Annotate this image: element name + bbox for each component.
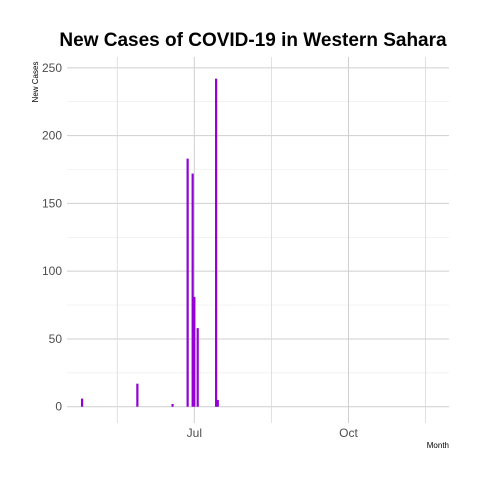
x-axis-label: Month	[427, 441, 449, 450]
bar	[196, 328, 199, 407]
x-tick-labels: Jul Oct	[187, 426, 359, 440]
x-tick-label: Oct	[339, 426, 358, 440]
y-tick-label: 250	[42, 61, 62, 75]
bar	[171, 404, 174, 407]
bar	[80, 398, 84, 407]
y-axis-label: New Cases	[31, 62, 40, 103]
bar	[191, 173, 194, 407]
y-tick-label: 100	[42, 264, 62, 278]
bar	[193, 296, 196, 407]
bar	[186, 158, 189, 407]
y-tick-label: 200	[42, 129, 62, 143]
chart-title: New Cases of COVID-19 in Western Sahara	[59, 30, 447, 51]
y-tick-label: 0	[55, 400, 62, 414]
bar	[215, 78, 218, 407]
x-tick-label: Jul	[187, 426, 202, 440]
bars	[80, 78, 219, 407]
bar	[216, 399, 219, 407]
bar	[136, 383, 139, 407]
y-tick-label: 50	[49, 332, 63, 346]
y-tick-label: 150	[42, 196, 62, 210]
y-tick-labels: 0 50 100 150 200 250	[42, 61, 62, 414]
grid	[67, 57, 449, 423]
